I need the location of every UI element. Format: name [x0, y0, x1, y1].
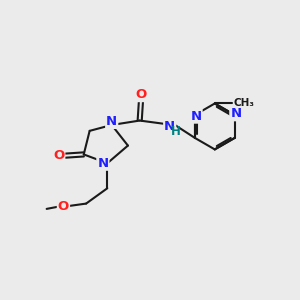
- Text: N: N: [97, 157, 109, 170]
- Text: N: N: [164, 120, 175, 133]
- Text: CH₃: CH₃: [234, 98, 255, 109]
- Text: N: N: [106, 115, 117, 128]
- Text: H: H: [171, 125, 181, 138]
- Text: N: N: [230, 107, 242, 120]
- Text: O: O: [136, 88, 147, 101]
- Text: O: O: [58, 200, 69, 213]
- Text: N: N: [190, 110, 202, 123]
- Text: O: O: [53, 149, 64, 162]
